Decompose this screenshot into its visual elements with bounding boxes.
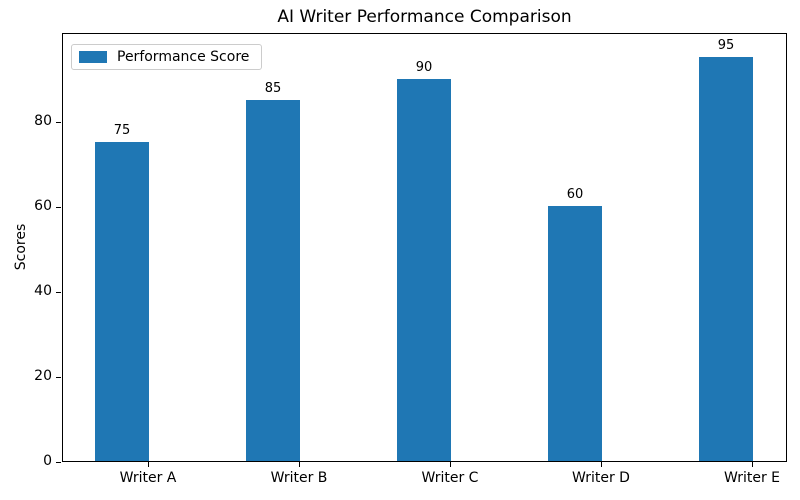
y-tick-label: 0 [43,453,52,469]
x-tick-label: Writer E [723,470,780,486]
bar-writer-a [95,142,149,461]
y-tick-mark [56,207,61,208]
y-tick-label: 60 [34,198,52,214]
bar-value-label: 85 [264,81,282,96]
bar-writer-b [246,100,300,461]
y-tick-mark [56,462,61,463]
legend-label: Performance Score [117,49,250,65]
bar-value-label: 95 [717,38,735,53]
y-axis-label: Scores [13,223,29,271]
x-tick-mark [752,462,753,467]
y-tick-mark [56,377,61,378]
y-tick-mark [56,292,61,293]
bar-writer-e [699,57,753,461]
x-tick-mark [148,462,149,467]
y-tick-label: 20 [34,368,52,384]
x-tick-label: Writer A [119,470,177,486]
x-tick-label: Writer B [270,470,328,486]
legend-swatch [79,51,107,63]
y-tick-mark [56,122,61,123]
plot-area: Performance Score 75 85 90 60 95 [62,33,787,462]
x-tick-mark [299,462,300,467]
bar-writer-d [548,206,602,461]
x-tick-mark [450,462,451,467]
x-tick-label: Writer C [421,470,479,486]
bar-value-label: 60 [566,187,584,202]
x-tick-mark [601,462,602,467]
bar-value-label: 75 [113,123,131,138]
chart-title: AI Writer Performance Comparison [277,7,572,27]
y-tick-label: 40 [34,283,52,299]
x-tick-label: Writer D [572,470,630,486]
legend: Performance Score [71,44,263,70]
bar-writer-c [397,79,451,461]
bar-value-label: 90 [415,60,433,75]
y-tick-label: 80 [34,113,52,129]
